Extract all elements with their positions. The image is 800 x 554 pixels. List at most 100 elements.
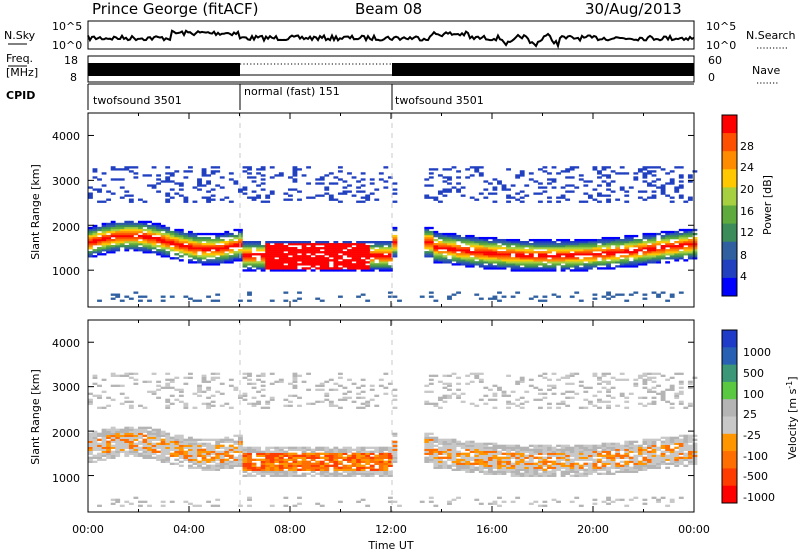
velocity-cell: [537, 392, 543, 395]
power-cell: [88, 194, 93, 197]
power-cell: [315, 263, 321, 266]
velocity-cell: [133, 432, 139, 435]
velocity-cell: [187, 460, 193, 463]
velocity-cell: [506, 458, 511, 461]
power-cell: [260, 263, 266, 266]
velocity-cell: [178, 452, 184, 455]
velocity-cell: [342, 450, 348, 453]
velocity-cell: [483, 464, 489, 467]
power-cell: [483, 247, 489, 250]
power-cell: [569, 247, 575, 250]
velocity-cell: [233, 446, 239, 449]
velocity-cell: [356, 450, 361, 453]
velocity-cell: [247, 496, 252, 499]
power-cell: [542, 269, 548, 272]
velocity-cell: [583, 386, 589, 389]
power-cell: [506, 247, 511, 250]
velocity-cell: [583, 444, 589, 447]
velocity-cell: [228, 450, 234, 453]
power-y-tick-1000: 1000: [52, 265, 80, 278]
power-cell: [451, 257, 457, 260]
velocity-cell: [210, 446, 216, 449]
power-cell: [224, 259, 230, 262]
power-cell: [537, 192, 543, 195]
power-cell: [442, 257, 448, 260]
velocity-cell: [88, 400, 93, 403]
power-cell: [628, 265, 634, 268]
velocity-cell: [383, 470, 389, 473]
velocity-cell: [187, 438, 193, 441]
power-cell: [142, 228, 148, 232]
velocity-cell: [565, 472, 571, 475]
velocity-cell: [210, 400, 216, 403]
velocity-cell: [260, 452, 266, 455]
power-cell: [487, 192, 493, 195]
velocity-cell: [319, 400, 325, 403]
power-cell: [533, 257, 539, 260]
power-cell: [242, 188, 248, 191]
velocity-cell: [606, 498, 611, 501]
velocity-cell: [669, 386, 675, 389]
power-cell: [210, 251, 216, 254]
power-cell: [233, 234, 239, 238]
power-cell: [265, 194, 271, 197]
velocity-cell: [537, 446, 543, 449]
power-cell: [187, 170, 193, 173]
velocity-cell: [519, 454, 525, 457]
power-cell: [137, 222, 143, 226]
power-cell: [151, 236, 157, 240]
power-cell: [492, 238, 498, 242]
power-cell: [342, 243, 348, 246]
power-cell: [319, 251, 325, 254]
power-cell: [651, 245, 657, 248]
velocity-cell: [297, 502, 302, 505]
power-cell: [101, 222, 107, 226]
power-cell: [565, 243, 571, 246]
velocity-cell: [619, 460, 625, 463]
power-cell: [137, 247, 143, 250]
power-cell: [506, 255, 511, 258]
velocity-cell: [297, 374, 302, 377]
velocity-cell: [678, 400, 684, 403]
velocity-cell: [356, 468, 361, 471]
velocity-cell: [692, 442, 698, 445]
velocity-cell: [119, 434, 125, 437]
velocity-cell: [224, 464, 230, 467]
velocity-cell: [247, 450, 252, 453]
power-cell: [456, 170, 461, 173]
power-cell: [528, 263, 534, 266]
velocity-cell: [210, 456, 216, 459]
velocity-cell: [433, 402, 439, 405]
velocity-cell: [587, 400, 593, 403]
velocity-cell: [387, 464, 393, 467]
power-cell: [269, 263, 275, 266]
velocity-cell: [510, 448, 516, 451]
velocity-cell: [551, 498, 557, 501]
power-cell: [133, 247, 139, 250]
velocity-cell: [269, 398, 275, 401]
velocity-cell: [674, 442, 680, 445]
velocity-cell: [506, 400, 511, 403]
velocity-cell: [174, 376, 180, 379]
velocity-cell: [265, 450, 271, 453]
power-cell: [265, 200, 271, 203]
power-cell: [537, 259, 543, 262]
power-cell: [515, 255, 521, 258]
power-cell: [301, 249, 307, 252]
power-cell: [578, 174, 584, 177]
velocity-cell: [637, 464, 643, 467]
power-cell: [665, 240, 671, 244]
velocity-cell: [206, 396, 212, 399]
velocity-cell: [460, 458, 466, 461]
velocity-cell: [206, 388, 212, 391]
velocity-cell: [474, 442, 480, 445]
velocity-cell: [165, 460, 171, 463]
power-cell: [360, 293, 366, 296]
power-cell: [683, 238, 689, 242]
power-cell: [301, 269, 307, 272]
power-cell: [637, 249, 643, 252]
power-cell: [174, 245, 180, 248]
velocity-cell: [183, 458, 189, 461]
power-cell: [351, 269, 357, 272]
power-cell: [369, 192, 375, 195]
